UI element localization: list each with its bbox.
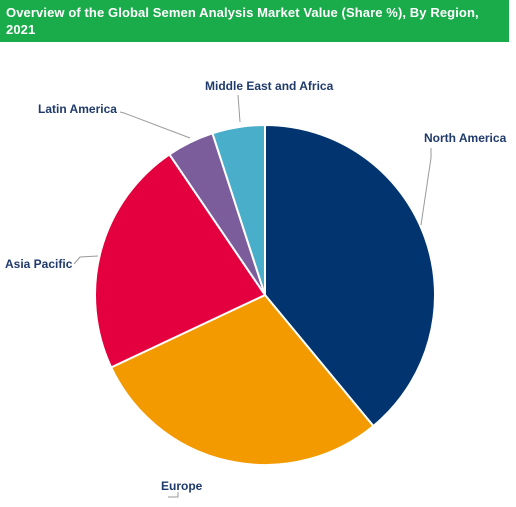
slice-label-latin-america: Latin America (38, 102, 117, 116)
leader-line-europe (168, 492, 179, 498)
title-bar: Overview of the Global Semen Analysis Ma… (0, 0, 509, 42)
slice-label-europe: Europe (161, 479, 203, 493)
slice-label-north-america: North America (424, 131, 507, 145)
pie-slice-north-america (264, 124, 437, 427)
leader-line-north-america (420, 148, 432, 226)
leader-line-latin-america (119, 111, 191, 139)
slice-label-asia-pacific: Asia Pacific (5, 257, 73, 271)
slice-labels: North America Europe Asia Pacific Latin Ame… (5, 79, 507, 493)
slice-label-middle-east-and-africa: Middle East and Africa (205, 79, 334, 93)
leader-lines (73, 94, 432, 498)
leader-line-asia-pacific (73, 255, 99, 265)
chart-title: Overview of the Global Semen Analysis Ma… (6, 5, 479, 37)
pie-slice-asia-pacific (94, 153, 266, 369)
pie-slice-middle-east-and-africa (211, 124, 266, 296)
pie-slices (94, 124, 437, 466)
leader-line-middle-east-and-africa (237, 94, 241, 123)
